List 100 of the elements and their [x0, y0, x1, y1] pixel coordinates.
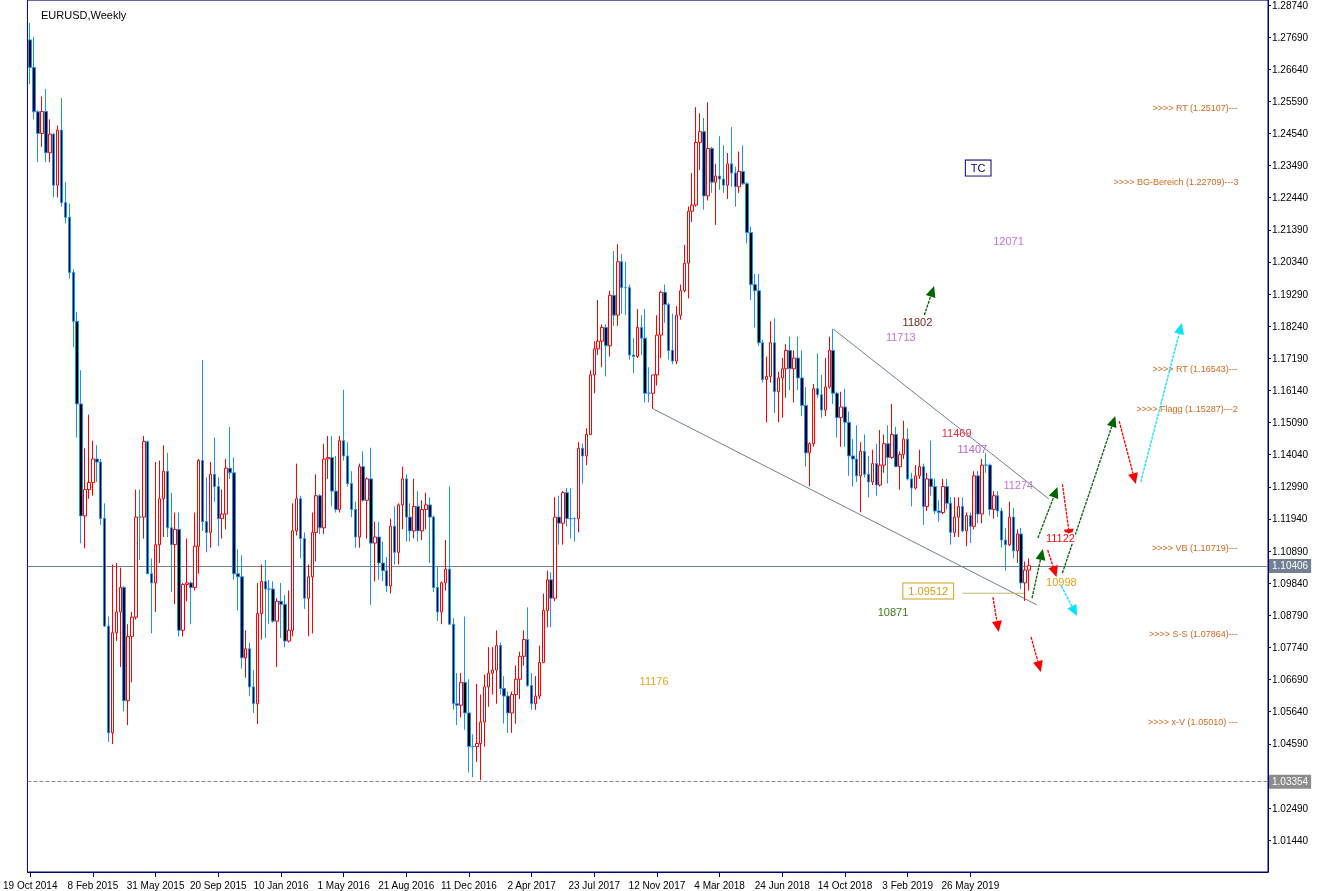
candlestick: [961, 496, 964, 533]
candlestick: [922, 463, 925, 526]
candlestick: [275, 597, 279, 668]
y-tick-label: 1.10890: [1272, 545, 1309, 557]
candlestick: [264, 559, 267, 639]
candlestick: [358, 463, 361, 549]
candlestick: [40, 95, 44, 148]
annotation: 11122: [1045, 532, 1075, 545]
x-tick-label: 20 Sep 2015: [189, 879, 248, 891]
candlestick: [154, 461, 157, 613]
candlestick: [980, 458, 984, 524]
candlestick: [643, 308, 647, 403]
candlestick: [855, 424, 858, 483]
y-tick-label: 1.02490: [1272, 802, 1309, 814]
candlestick: [890, 403, 894, 460]
candlestick: [972, 470, 976, 530]
candlestick: [412, 478, 416, 540]
candlestick: [244, 629, 247, 679]
x-tick-label: 21 Aug 2016: [378, 879, 435, 891]
annotation: TC: [970, 162, 986, 175]
y-tick-label: 1.11940: [1272, 513, 1308, 525]
candlestick: [173, 512, 177, 605]
y-tick-label: 1.07740: [1272, 641, 1309, 653]
candlestick: [969, 512, 972, 544]
candlestick: [839, 391, 843, 448]
candlestick: [338, 435, 341, 514]
ref-line-label: 1.03354: [1272, 776, 1309, 788]
x-tick-label: 19 Oct 2014: [3, 879, 58, 891]
candlestick: [953, 496, 956, 538]
y-tick-label: 1.20340: [1272, 256, 1309, 268]
candlestick: [459, 672, 463, 719]
x-tick-label: 26 May 2019: [941, 879, 1000, 891]
candlestick: [177, 512, 181, 637]
candlestick: [702, 117, 706, 211]
annotation: 11713: [885, 331, 916, 344]
annotation: 11407: [957, 443, 988, 456]
candlestick: [737, 151, 741, 194]
candlestick: [122, 585, 126, 712]
candlestick: [1016, 528, 1019, 564]
x-tick-label: 23 Jul 2017: [568, 879, 621, 891]
x-tick-label: 3 Feb 2019: [882, 879, 934, 891]
x-tick-label: 1 May 2016: [317, 879, 371, 891]
candlestick: [875, 443, 878, 497]
candlestick: [405, 473, 408, 543]
candlestick: [1008, 501, 1011, 547]
candlestick: [871, 449, 874, 486]
candlestick: [569, 487, 573, 540]
candlestick: [976, 470, 980, 524]
candlestick: [706, 101, 710, 201]
candlestick: [48, 118, 52, 163]
candlestick: [52, 132, 55, 198]
annotation: >>>> VB (1.10719)---: [1152, 543, 1238, 554]
annotation: 11469: [941, 427, 972, 440]
y-tick-label: 1.09840: [1272, 577, 1309, 589]
x-tick-label: 10 Jan 2016: [253, 879, 309, 891]
candlestick: [1023, 560, 1027, 602]
ref-line-label: 1.10406: [1272, 560, 1309, 572]
x-tick-label: 2 Apr 2017: [507, 879, 557, 891]
candlestick: [894, 426, 898, 468]
candlestick: [361, 450, 365, 503]
y-tick-label: 1.24540: [1272, 127, 1309, 139]
annotation: >>>> RT (1.16543)---: [1152, 364, 1238, 375]
candlestick: [859, 441, 862, 513]
x-tick-label: 8 Feb 2015: [67, 879, 119, 891]
candlestick: [44, 88, 48, 163]
candlestick: [389, 518, 392, 595]
y-tick-label: 1.22440: [1272, 192, 1309, 204]
annotation: 11802: [902, 316, 933, 329]
candlestick: [553, 496, 557, 602]
candlestick: [111, 564, 114, 745]
y-tick-label: 1.28740: [1272, 0, 1309, 11]
y-tick-label: 1.23490: [1272, 160, 1309, 172]
candlestick: [714, 163, 717, 226]
y-tick-label: 1.05640: [1272, 706, 1309, 718]
candlestick: [992, 490, 996, 520]
x-tick-label: 4 Mar 2018: [694, 879, 746, 891]
candlestick: [878, 429, 882, 488]
candlestick: [620, 253, 623, 315]
candlestick: [377, 521, 381, 581]
y-tick-label: 1.18240: [1272, 320, 1309, 332]
candlestick: [318, 493, 322, 535]
candlestick: [726, 152, 729, 200]
annotation: >>>> RT (1.25107)---: [1152, 103, 1238, 114]
x-tick-label: 14 Oct 2018: [817, 879, 873, 891]
annotation: 11176: [639, 675, 669, 688]
y-tick-label: 1.12990: [1272, 481, 1309, 493]
candlestick: [119, 567, 122, 668]
candlestick: [369, 447, 373, 606]
annotation: >>>> x-V (1.05010) ---: [1148, 717, 1238, 728]
y-tick-label: 1.25590: [1272, 95, 1309, 107]
annotation: >>>> BG-Bereich (1.22709)---3: [1113, 177, 1239, 188]
candlestick: [581, 443, 584, 484]
y-tick-label: 1.01440: [1272, 834, 1309, 846]
candlestick: [616, 243, 620, 327]
candlestick: [209, 461, 212, 549]
annotation: 11274: [1003, 479, 1034, 492]
candlestick: [393, 505, 396, 566]
candlestick: [957, 496, 960, 538]
y-tick-label: 1.16140: [1272, 384, 1309, 396]
annotation: 10998: [1046, 576, 1077, 589]
